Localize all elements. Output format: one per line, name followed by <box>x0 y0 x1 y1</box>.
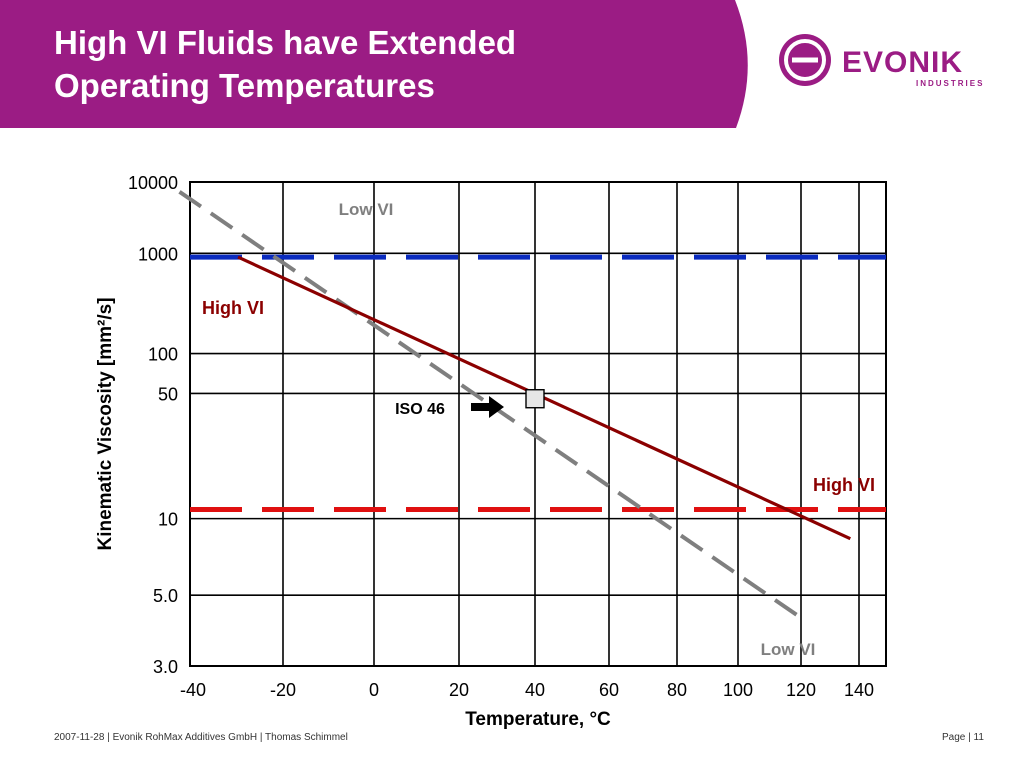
slide-title-line-2: Operating Temperatures <box>54 67 435 104</box>
x-axis-title: Temperature, °C <box>465 709 611 730</box>
low-vi-series-line <box>178 190 803 620</box>
header-band <box>0 0 748 128</box>
iso-46-label: ISO 46 <box>395 401 445 418</box>
y-tick-label: 1000 <box>138 244 178 264</box>
x-tick-label: 80 <box>667 680 687 700</box>
x-tick-label: 20 <box>449 680 469 700</box>
evonik-logo: EVONIK INDUSTRIES <box>779 34 984 88</box>
footer-page-number: Page | 11 <box>942 732 984 743</box>
iso-46-marker <box>525 389 545 409</box>
x-tick-label: 140 <box>844 680 874 700</box>
footer-left: 2007-11-28 | Evonik RohMax Additives Gmb… <box>54 732 348 743</box>
x-tick-label: 100 <box>723 680 753 700</box>
y-axis-title: Kinematic Viscosity [mm²/s] <box>95 297 116 550</box>
high-vi-label-right: High VI <box>813 475 875 495</box>
plot-area <box>189 181 887 667</box>
logo-subline: INDUSTRIES <box>916 79 984 88</box>
low-vi-label-top: Low VI <box>339 200 394 219</box>
y-tick-label: 5.0 <box>153 586 178 606</box>
y-tick-label: 3.0 <box>153 657 178 677</box>
y-tick-label: 50 <box>158 384 178 404</box>
x-tick-label: 40 <box>525 680 545 700</box>
y-tick-label: 100 <box>148 345 178 365</box>
y-tick-label: 10 <box>158 510 178 530</box>
high-vi-label-left: High VI <box>202 298 264 318</box>
logo-wordmark: EVONIK <box>842 46 963 79</box>
x-tick-label: 120 <box>786 680 816 700</box>
x-tick-label: 0 <box>369 680 379 700</box>
slide-title-line-1: High VI Fluids have Extended <box>54 24 517 61</box>
x-tick-label: 60 <box>599 680 619 700</box>
arrow-right-icon <box>471 396 504 418</box>
low-vi-label-bottom: Low VI <box>761 640 816 659</box>
x-tick-label: -20 <box>270 680 296 700</box>
y-tick-label: 10000 <box>128 173 178 193</box>
x-tick-label: -40 <box>180 680 206 700</box>
